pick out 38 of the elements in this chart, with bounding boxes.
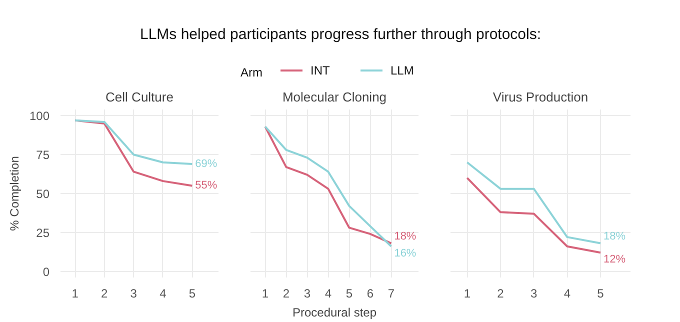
data-label: 55%: [195, 180, 218, 192]
x-tick-label: 5: [188, 286, 196, 300]
data-label: 16%: [394, 247, 416, 260]
x-tick-label: 2: [497, 286, 504, 300]
x-tick-label: 1: [464, 286, 471, 300]
chart-title: Cell Culture: [106, 90, 174, 104]
y-tick-label: 25: [36, 226, 50, 240]
x-tick-label: 1: [72, 286, 79, 300]
y-axis-title: % Completion: [7, 156, 22, 231]
x-tick-label: 2: [282, 286, 290, 300]
x-tick-label: 2: [101, 286, 108, 300]
text: LLMs helped participants progress further through protocols:: [140, 26, 542, 43]
x-tick-label: 6: [366, 286, 374, 300]
x-tick-label: 4: [564, 286, 571, 300]
data-label: 12%: [604, 254, 626, 266]
line-series: [74, 119, 194, 165]
x-tick-label: 5: [346, 286, 353, 300]
y-tick-label: 75: [36, 148, 50, 162]
y-tick-label: 50: [36, 187, 50, 201]
legend-title: Arm: [240, 66, 262, 80]
chart-title: Virus Production: [492, 90, 588, 104]
x-tick-label: 4: [324, 286, 332, 300]
x-tick-label: 5: [597, 286, 604, 300]
x-tick-label: 3: [304, 286, 311, 300]
data-label: 18%: [394, 230, 416, 242]
x-axis-title: Procedural step: [292, 306, 377, 320]
x-tick-label: 4: [160, 286, 167, 300]
legend-label: INT: [310, 64, 330, 78]
y-tick-label: 0: [42, 264, 50, 279]
data-label: 69%: [195, 158, 218, 170]
x-tick-label: 3: [530, 286, 538, 300]
legend-label: LLM: [390, 64, 414, 78]
x-tick-label: 1: [262, 286, 269, 300]
chart-title: Molecular Cloning: [282, 90, 387, 104]
x-tick-label: 7: [388, 286, 395, 300]
y-tick-label: 100: [29, 109, 50, 124]
x-tick-label: 3: [130, 286, 138, 300]
data-label: 18%: [604, 230, 626, 242]
